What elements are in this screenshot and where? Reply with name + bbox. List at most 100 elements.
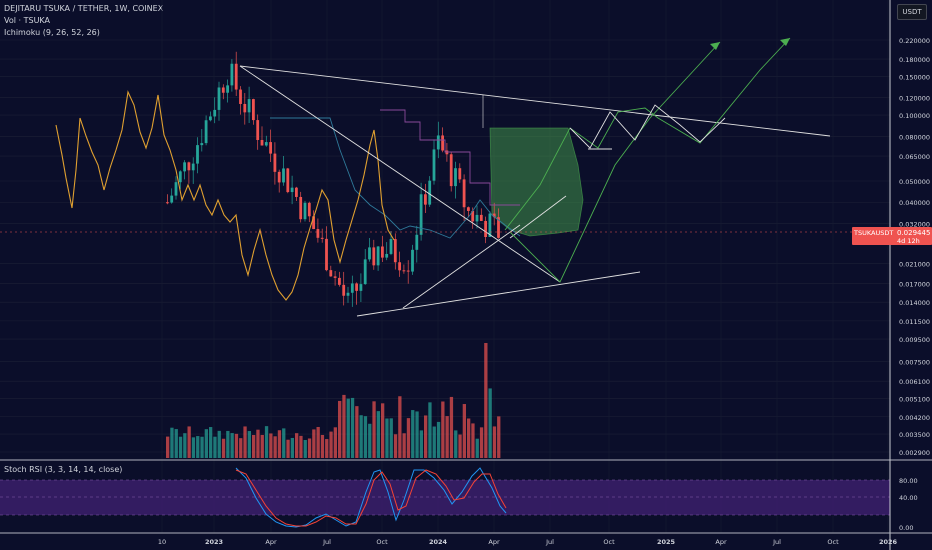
candle-body xyxy=(492,213,496,218)
volume-bar xyxy=(342,394,346,458)
currency-button[interactable]: USDT xyxy=(897,4,927,20)
volume-bar xyxy=(316,426,320,458)
ichimoku-legend[interactable]: Ichimoku (9, 26, 52, 26) xyxy=(4,28,100,37)
candle-body xyxy=(209,116,212,121)
volume-bar xyxy=(209,427,213,458)
volume-bar xyxy=(445,416,449,458)
volume-bar xyxy=(295,433,299,458)
volume-bar xyxy=(436,421,441,458)
volume-bar xyxy=(454,430,458,458)
projection-path-1 xyxy=(504,37,791,231)
grid xyxy=(0,0,890,533)
volume-bar xyxy=(174,429,178,458)
candle-body xyxy=(187,162,191,171)
candles xyxy=(166,51,500,307)
candle-body xyxy=(277,171,281,183)
volume-bar xyxy=(458,434,462,458)
candle-body xyxy=(359,284,363,291)
candle-body xyxy=(381,246,384,258)
projection-path-3 xyxy=(569,104,726,149)
volume-bar xyxy=(432,426,436,458)
candle-body xyxy=(196,145,199,164)
candle-body xyxy=(303,202,307,220)
candle-body xyxy=(406,270,410,272)
candle-body xyxy=(454,168,457,187)
price-tag-symbol: TSUKAUSDT xyxy=(853,229,893,237)
candle-body xyxy=(402,270,406,272)
volume-bar xyxy=(484,343,488,458)
candle-body xyxy=(243,103,247,113)
volume-bar xyxy=(230,433,234,458)
price-axis-tick-1: 0.180000 xyxy=(899,56,930,64)
volume-bar xyxy=(385,418,389,458)
candle-body xyxy=(221,87,225,93)
volume-bar xyxy=(312,429,316,458)
candle-body xyxy=(325,238,328,271)
price-axis[interactable]: 0.220000 0.180000 0.150000 0.120000 0.100000… xyxy=(899,37,930,457)
volume-bar xyxy=(355,406,359,458)
candle-body xyxy=(213,109,217,117)
candle-body xyxy=(290,187,294,193)
time-axis-tick-4: Oct xyxy=(376,538,388,546)
candle-body xyxy=(183,162,186,172)
volume-bar xyxy=(247,431,251,458)
volume-bar xyxy=(329,431,333,458)
volume-legend[interactable]: Vol · TSUKA xyxy=(4,16,50,25)
volume-bar xyxy=(264,426,269,458)
candle-body xyxy=(338,277,341,285)
candle-body xyxy=(307,202,311,217)
candle-body xyxy=(462,179,466,208)
ichimoku-cloud xyxy=(489,127,584,237)
ichimoku-kijun-line xyxy=(380,109,520,206)
price-axis-tick-12: 0.014000 xyxy=(899,299,930,307)
time-axis-tick-3: Jul xyxy=(322,538,331,546)
candle-body xyxy=(372,247,376,266)
candle-body xyxy=(174,182,178,196)
volume-bar xyxy=(204,429,208,458)
projection-path-2 xyxy=(509,41,721,283)
trendline-short-rise xyxy=(509,195,567,239)
candle-body xyxy=(286,168,290,193)
time-axis-tick-8: Oct xyxy=(603,538,615,546)
volume-bar xyxy=(290,437,294,458)
stoch-d-line xyxy=(235,469,507,527)
volume-bar xyxy=(402,433,406,458)
stoch-axis: 80.00 40.00 0.00 xyxy=(899,477,918,532)
candle-body xyxy=(333,276,337,278)
candle-body xyxy=(467,207,470,211)
candle-body xyxy=(204,120,208,144)
price-axis-tick-5: 0.080000 xyxy=(899,133,930,141)
candle-body xyxy=(200,143,204,146)
volume-bar xyxy=(346,398,350,458)
candle-body xyxy=(234,63,238,90)
price-axis-tick-8: 0.040000 xyxy=(899,199,930,207)
time-axis-tick-13: 2026 xyxy=(879,538,898,546)
price-axis-tick-14: 0.009500 xyxy=(899,336,930,344)
volume-bar xyxy=(282,428,286,458)
time-axis-tick-6: Apr xyxy=(488,538,500,546)
volume-bar xyxy=(286,439,290,458)
volume-bar xyxy=(462,404,466,458)
volume-bar xyxy=(398,396,402,458)
volume-bar xyxy=(475,438,479,458)
stoch-rsi-legend[interactable]: Stoch RSI (3, 3, 14, 14, close) xyxy=(4,465,123,474)
time-axis-tick-9: 2025 xyxy=(657,538,676,546)
price-axis-tick-19: 0.003500 xyxy=(899,431,930,439)
last-price-tag: TSUKAUSDT 0.029445 4d 12h xyxy=(852,227,932,245)
volume-bar xyxy=(467,418,471,458)
time-axis[interactable]: 10 2023 Apr Jul Oct 2024 Apr Jul Oct 2025 Apr Jul Oc… xyxy=(158,538,898,546)
volume-bar xyxy=(381,403,385,458)
candle-body xyxy=(178,171,182,183)
candle-body xyxy=(415,234,419,250)
price-axis-tick-0: 0.220000 xyxy=(899,37,930,45)
price-axis-tick-16: 0.006100 xyxy=(899,378,930,386)
candle-body xyxy=(247,99,251,113)
trendline-rising xyxy=(402,224,521,309)
ichimoku-lagging-span xyxy=(55,90,395,301)
volume-bar xyxy=(441,401,445,458)
price-axis-tick-7: 0.050000 xyxy=(899,178,930,186)
candle-body xyxy=(363,259,367,285)
volume-bar xyxy=(200,436,204,458)
